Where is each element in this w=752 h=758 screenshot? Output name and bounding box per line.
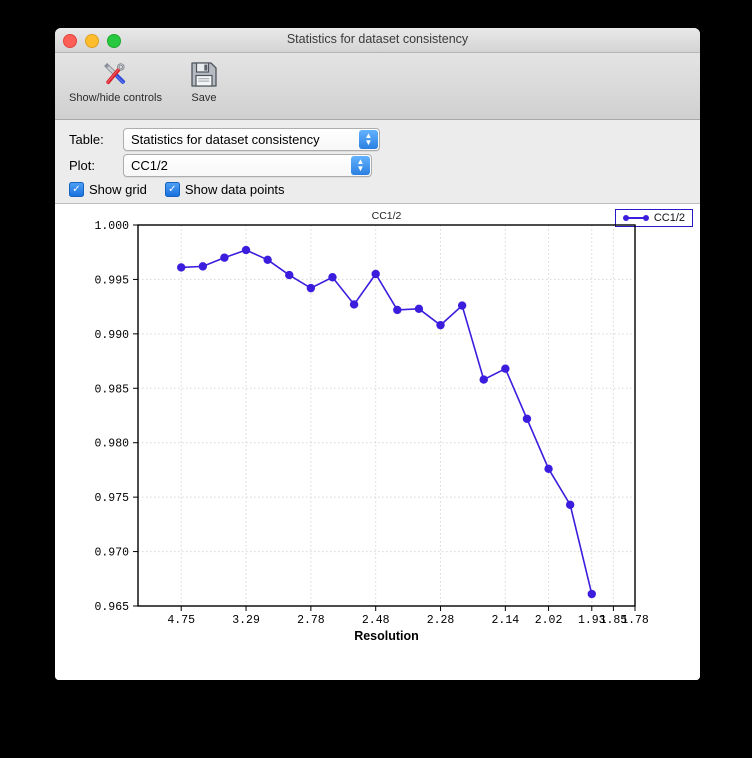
svg-text:0.990: 0.990	[94, 329, 129, 342]
plot-label: Plot:	[69, 157, 96, 173]
checkbox-row: ✓ Show grid ✓ Show data points	[55, 182, 700, 197]
svg-text:1.78: 1.78	[621, 614, 649, 627]
save-label: Save	[191, 92, 217, 104]
svg-text:1.000: 1.000	[94, 220, 129, 233]
chevron-updown-icon: ▲ ▼	[359, 129, 378, 149]
table-label: Table:	[69, 131, 104, 147]
floppy-disk-icon	[189, 57, 219, 91]
svg-text:0.975: 0.975	[94, 492, 129, 505]
show-data-points-checkbox[interactable]: ✓ Show data points	[164, 182, 285, 197]
svg-text:4.75: 4.75	[167, 614, 195, 627]
svg-text:0.970: 0.970	[94, 547, 129, 560]
svg-text:1.93: 1.93	[578, 614, 606, 627]
plot-select-value: CC1/2	[131, 157, 168, 173]
svg-text:1.85: 1.85	[600, 614, 628, 627]
plot-area: CC1/2 CC1/2 1.000 0.995 0.990 0.985 0.980 0.97…	[55, 204, 700, 680]
table-select-value: Statistics for dataset consistency	[131, 131, 320, 147]
checkbox-checkmark-icon: ✓	[69, 182, 84, 197]
show-grid-checkbox[interactable]: ✓ Show grid	[69, 182, 147, 197]
svg-text:3.29: 3.29	[232, 614, 260, 627]
svg-text:0.980: 0.980	[94, 438, 129, 451]
chevron-updown-icon: ▲ ▼	[351, 155, 370, 175]
svg-text:0.995: 0.995	[94, 274, 129, 287]
tools-icon	[99, 57, 131, 91]
save-button[interactable]: Save	[174, 57, 234, 104]
traffic-lights	[63, 34, 121, 48]
minimize-button[interactable]	[85, 34, 99, 48]
show-data-points-label: Show data points	[184, 182, 285, 197]
svg-text:2.28: 2.28	[427, 614, 455, 627]
table-select[interactable]: Statistics for dataset consistency ▲ ▼	[123, 127, 380, 151]
checkbox-checkmark-icon: ✓	[164, 182, 180, 197]
svg-text:0.965: 0.965	[94, 601, 129, 614]
window-title: Statistics for dataset consistency	[286, 32, 469, 46]
svg-text:Resolution: Resolution	[354, 629, 419, 643]
legend-label: CC1/2	[653, 212, 685, 224]
zoom-button[interactable]	[107, 34, 121, 48]
svg-text:CC1/2: CC1/2	[372, 210, 402, 222]
chart-legend: CC1/2	[614, 209, 693, 227]
show-grid-label: Show grid	[89, 182, 147, 197]
toolbar: Show/hide controls Save	[55, 53, 700, 120]
controls-panel: Table: Statistics for dataset consistenc…	[55, 120, 700, 204]
svg-text:2.14: 2.14	[492, 614, 520, 627]
table-row: Table: Statistics for dataset consistenc…	[55, 126, 700, 152]
svg-text:2.02: 2.02	[535, 614, 563, 627]
svg-text:2.48: 2.48	[362, 614, 390, 627]
plot-row: Plot: CC1/2 ▲ ▼	[55, 152, 700, 178]
plot-select[interactable]: CC1/2 ▲ ▼	[123, 153, 372, 177]
app-window: Statistics for dataset consistency	[55, 28, 700, 680]
close-button[interactable]	[63, 34, 77, 48]
show-hide-controls-label: Show/hide controls	[69, 92, 162, 104]
svg-text:2.78: 2.78	[297, 614, 325, 627]
legend-line-marker-icon	[622, 213, 649, 223]
show-hide-controls-button[interactable]: Show/hide controls	[63, 57, 168, 104]
svg-text:0.985: 0.985	[94, 383, 129, 396]
cc-half-line-chart: CC1/2 1.000 0.995 0.990 0.985 0.980 0.975 0.970…	[94, 210, 649, 643]
title-bar[interactable]: Statistics for dataset consistency	[55, 28, 700, 53]
